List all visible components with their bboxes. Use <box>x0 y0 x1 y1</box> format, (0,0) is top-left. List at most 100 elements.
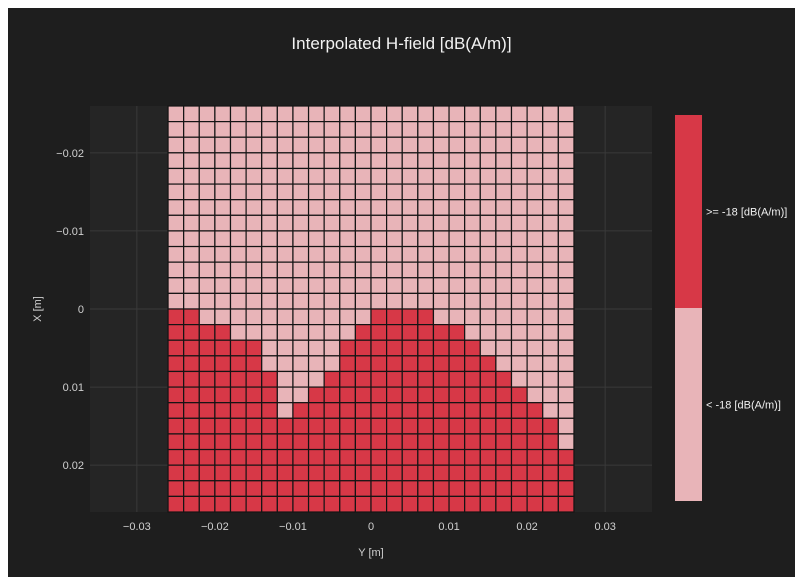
heatmap-cell-below <box>339 152 356 170</box>
heatmap-cell-below <box>292 324 310 341</box>
heatmap-cell-above <box>464 386 481 404</box>
heatmap-cell-below <box>542 292 559 310</box>
heatmap-cell-below <box>276 402 294 419</box>
heatmap-cell-below <box>557 136 575 154</box>
heatmap-cell-above <box>354 464 372 482</box>
heatmap-cell-above <box>339 386 356 404</box>
heatmap-cell-below <box>261 199 278 216</box>
heatmap-cell-below <box>183 199 200 216</box>
heatmap-cell-below <box>323 292 341 310</box>
heatmap-cell-below <box>292 214 310 232</box>
heatmap-cell-above <box>479 386 497 404</box>
heatmap-cell-above <box>339 464 356 482</box>
heatmap-cell-above <box>339 355 356 373</box>
heatmap-cell-below <box>526 199 544 216</box>
heatmap-cell-below <box>198 261 216 279</box>
heatmap-cell-above <box>198 339 216 357</box>
heatmap-cell-below <box>417 230 435 248</box>
heatmap-cell-below <box>323 136 341 154</box>
heatmap-cell-above <box>214 448 232 466</box>
heatmap-cell-above <box>183 370 200 388</box>
heatmap-cell-below <box>401 230 419 248</box>
heatmap-cell-below <box>432 105 450 123</box>
heatmap-cell-below <box>214 152 232 170</box>
heatmap-cell-below <box>542 308 559 326</box>
heatmap-cell-below <box>339 183 356 201</box>
heatmap-cell-below <box>214 183 232 201</box>
heatmap-cell-above <box>214 370 232 388</box>
heatmap-cell-below <box>401 105 419 123</box>
heatmap-cells <box>167 105 575 513</box>
heatmap-cell-below <box>339 324 356 341</box>
heatmap-cell-below <box>464 199 481 216</box>
heatmap-cell-below <box>510 308 528 326</box>
heatmap-cell-above <box>339 433 356 451</box>
heatmap-cell-above <box>214 386 232 404</box>
heatmap-cell-below <box>526 292 544 310</box>
heatmap-cell-above <box>261 448 278 466</box>
heatmap-cell-above <box>245 386 263 404</box>
heatmap-cell-below <box>542 136 559 154</box>
heatmap-cell-below <box>370 121 388 138</box>
heatmap-cell-above <box>464 464 481 482</box>
heatmap-cell-below <box>167 292 185 310</box>
heatmap-cell-below <box>464 261 481 279</box>
heatmap-cell-below <box>229 277 247 294</box>
heatmap-cell-below <box>510 277 528 294</box>
heatmap-cell-below <box>479 121 497 138</box>
heatmap-cell-below <box>245 308 263 326</box>
heatmap-cell-above <box>370 495 388 513</box>
heatmap-cell-above <box>183 433 200 451</box>
heatmap-cell-below <box>526 261 544 279</box>
heatmap-cell-below <box>183 121 200 138</box>
heatmap-cell-below <box>448 277 466 294</box>
heatmap-cell-above <box>448 417 466 435</box>
heatmap-cell-above <box>417 355 435 373</box>
heatmap-cell-below <box>276 245 294 263</box>
heatmap-cell-below <box>542 245 559 263</box>
heatmap-cell-below <box>261 152 278 170</box>
x-tick-label: −0.02 <box>201 521 229 533</box>
heatmap-cell-above <box>370 308 388 326</box>
heatmap-cell-below <box>448 261 466 279</box>
heatmap-cell-above <box>339 370 356 388</box>
heatmap-cell-below <box>229 245 247 263</box>
heatmap-cell-above <box>198 324 216 341</box>
heatmap-cell-below <box>448 308 466 326</box>
heatmap-cell-below <box>417 277 435 294</box>
heatmap-cell-above <box>542 495 559 513</box>
heatmap-cell-below <box>339 121 356 138</box>
heatmap-cell-below <box>495 261 513 279</box>
heatmap-cell-below <box>307 183 325 201</box>
heatmap-cell-below <box>417 167 435 185</box>
heatmap-cell-above <box>495 448 513 466</box>
heatmap-cell-above <box>432 386 450 404</box>
heatmap-cell-above <box>245 417 263 435</box>
heatmap-cell-below <box>229 308 247 326</box>
heatmap-cell-above <box>432 402 450 419</box>
heatmap-cell-above <box>510 480 528 497</box>
heatmap-cell-above <box>401 324 419 341</box>
heatmap-cell-below <box>542 370 559 388</box>
legend-colorbar[interactable]: >= -18 [dB(A/m)] < -18 [dB(A/m)] <box>675 115 787 501</box>
heatmap-cell-below <box>214 105 232 123</box>
heatmap-cell-below <box>370 199 388 216</box>
heatmap-cell-below <box>276 152 294 170</box>
heatmap-cell-below <box>198 199 216 216</box>
heatmap-cell-below <box>401 277 419 294</box>
heatmap-cell-below <box>214 230 232 248</box>
heatmap-cell-above <box>339 417 356 435</box>
heatmap-cell-above <box>542 480 559 497</box>
heatmap-cell-below <box>261 167 278 185</box>
heatmap-cell-below <box>307 308 325 326</box>
heatmap-cell-below <box>479 214 497 232</box>
heatmap-cell-below <box>495 167 513 185</box>
heatmap-cell-below <box>432 214 450 232</box>
heatmap-cell-below <box>167 261 185 279</box>
heatmap-cell-above <box>198 433 216 451</box>
heatmap-cell-below <box>479 199 497 216</box>
heatmap-cell-below <box>479 339 497 357</box>
heatmap-cell-below <box>167 230 185 248</box>
heatmap-cell-above <box>261 417 278 435</box>
